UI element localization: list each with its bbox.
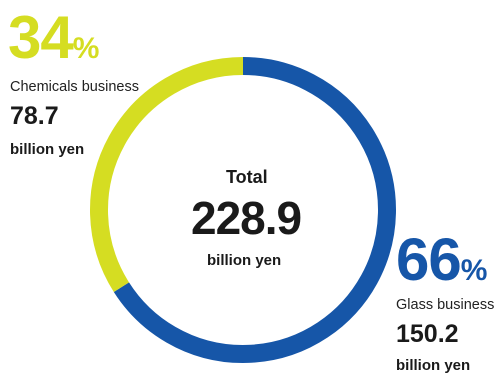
center-total-value: 228.9 — [191, 192, 302, 244]
glass-unit: billion yen — [396, 357, 471, 374]
center-unit: billion yen — [207, 252, 282, 269]
donut-slice-chemicals-business — [90, 57, 244, 292]
chemicals-label: Chemicals business — [10, 79, 139, 95]
glass-percent-sign: % — [460, 254, 488, 287]
center-title: Total — [226, 167, 268, 187]
glass-value: 150.2 — [396, 320, 459, 348]
chemicals-percent-number: 34 — [8, 4, 74, 71]
glass-percent-number: 66 — [396, 226, 462, 293]
chemicals-unit: billion yen — [10, 141, 85, 158]
donut-slice-glass-business — [113, 57, 396, 363]
chemicals-value: 78.7 — [10, 102, 59, 130]
glass-label: Glass business — [396, 297, 495, 313]
chemicals-percent-sign: % — [72, 32, 100, 65]
glass-percent: 66% — [396, 230, 487, 290]
chemicals-percent: 34% — [8, 8, 99, 68]
